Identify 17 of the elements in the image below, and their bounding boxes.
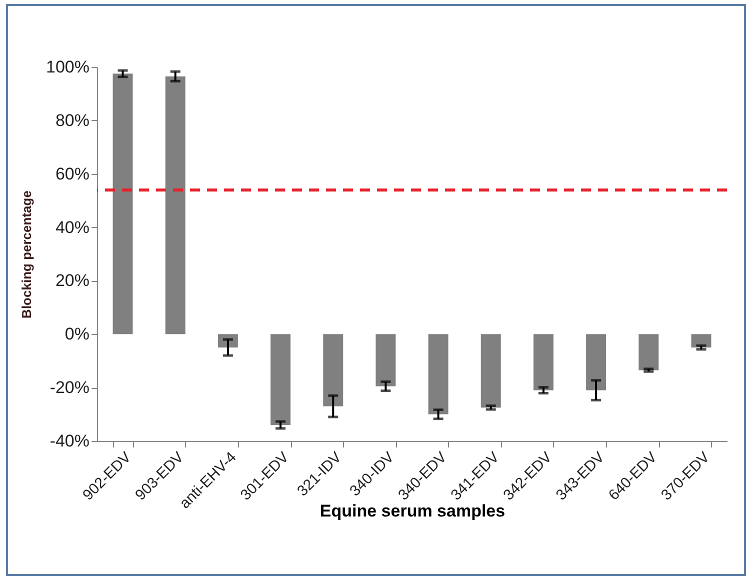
y-tick-label: 0% [64,324,90,344]
y-tick-label: 40% [55,218,90,237]
y-tick-label: 20% [55,271,90,290]
bar [270,334,291,425]
y-tick-label: 60% [55,164,90,184]
bar [323,334,344,406]
y-tick-label: -40% [50,432,90,450]
bar [586,334,606,390]
bar [165,76,186,334]
bar [376,334,396,386]
x-axis-title: Equine serum samples [320,501,506,520]
bar [112,74,133,334]
y-tick-label: 100% [46,58,90,76]
bar [428,334,448,414]
y-tick-label: 80% [55,110,90,130]
y-tick-label: -20% [50,378,90,398]
y-axis-title: Blocking percentage [19,190,34,318]
